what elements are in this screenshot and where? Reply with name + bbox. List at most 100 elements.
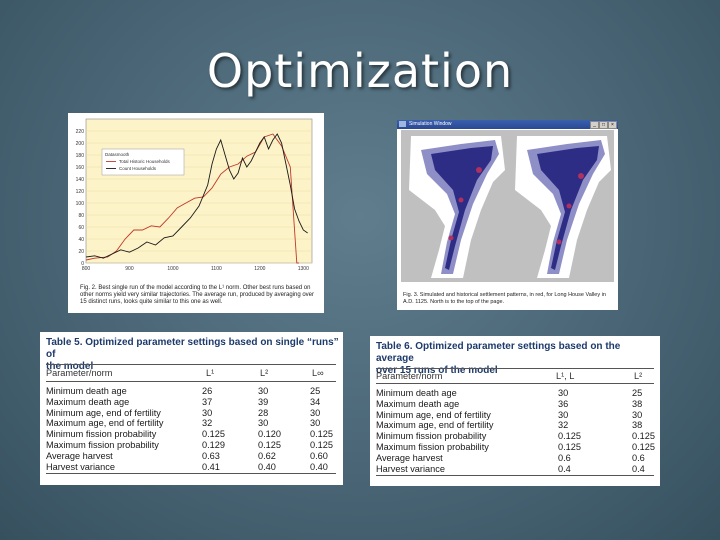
table5-cell: 0.125 [258, 440, 281, 450]
table-row: Average harvest 0.6 0.6 [376, 453, 654, 463]
table5-header-l2: L² [260, 368, 269, 378]
table6-cell: Minimum fission probability [376, 431, 487, 442]
table-row: Minimum fission probability 0.125 0.125 [376, 431, 655, 442]
table5-cell: 0.40 [258, 461, 276, 472]
y-tick-label: 0 [81, 261, 84, 267]
close-icon[interactable]: × [608, 121, 617, 129]
table-row: Minimum death age 30 25 [376, 388, 654, 398]
x-tick-label: 1300 [298, 266, 309, 272]
table-row: Minimum age, end of fertility 30 28 30 [46, 408, 336, 418]
table5-cell: Average harvest [46, 450, 113, 461]
settlement-point [566, 203, 572, 209]
table-row: Maximum death age 36 38 [376, 399, 654, 409]
y-tick-label: 60 [78, 225, 84, 231]
table5-cell: 0.125 [310, 440, 333, 450]
table-row: Minimum age, end of fertility 30 30 [376, 410, 654, 420]
table6-cell: 25 [632, 388, 643, 398]
maps-area [401, 130, 614, 282]
y-tick-label: 220 [76, 129, 85, 135]
table6-header-l1: L¹, L [556, 371, 575, 381]
table-row: Maximum fission probability 0.129 0.125 0.1… [46, 440, 336, 450]
legend-box [101, 148, 185, 176]
maximize-icon[interactable]: □ [599, 121, 608, 129]
table6-cell: 0.125 [558, 442, 581, 452]
settlement-point [578, 173, 584, 179]
table5-cell: Minimum death age [46, 386, 127, 396]
table5-cell: Maximum age, end of fertility [46, 418, 164, 429]
minimize-icon[interactable]: _ [590, 121, 599, 129]
table5-cell: 0.125 [310, 429, 333, 440]
table-row: Maximum fission probability 0.125 0.125 [376, 442, 655, 452]
valley-maps [409, 136, 611, 278]
table5-cell: 28 [258, 407, 269, 418]
table5-cell: 25 [310, 386, 321, 396]
table5-header-param: Parameter/norm [46, 368, 113, 378]
table-row: Minimum fission probability 0.125 0.120 0.1… [46, 429, 336, 439]
table6-cell: Maximum age, end of fertility [376, 420, 494, 431]
table5-cell: 0.129 [202, 440, 225, 450]
table5-cell: 30 [202, 407, 213, 418]
table6-cell: 36 [558, 398, 569, 409]
table6-cell: 38 [632, 420, 643, 431]
table5-cell: 30 [258, 386, 269, 396]
table5-cell: 39 [258, 396, 269, 407]
table6-cell: 0.6 [632, 452, 645, 463]
table6-cell: Minimum age, end of fertility [376, 409, 491, 420]
table5: Table 5. Optimized parameter settings ba… [40, 332, 343, 485]
y-tick-label: 40 [78, 237, 84, 243]
table5-caption-line2: the model [46, 361, 94, 372]
table6-cell: Average harvest [376, 452, 443, 463]
table5-cell: 0.40 [310, 461, 328, 472]
households-line-chart: 0 20 40 60 80 100 120 140 160 180 200 220 800 900 1000… [76, 118, 313, 272]
table5-cell: 0.60 [310, 450, 328, 461]
table6-header-param: Parameter/norm [376, 371, 443, 381]
table5-cell: 30 [310, 407, 321, 418]
table5-cell: Minimum age, end of fertility [46, 407, 161, 418]
table5-cell: Maximum fission probability [46, 440, 159, 450]
table6-bottom-rule [376, 475, 654, 477]
x-tick-label: 1100 [211, 266, 222, 272]
table-row: Maximum age, end of fertility 32 38 [376, 420, 654, 430]
table6-cell: 0.4 [632, 463, 645, 474]
simulation-window-titlebar: Simulation Window _ □ × [397, 120, 618, 129]
table5-cell: 30 [258, 418, 269, 429]
table-row: Harvest variance 0.4 0.4 [376, 464, 654, 474]
table6-cell: 0.125 [632, 442, 655, 452]
series-line [85, 133, 299, 264]
x-tick-label: 800 [82, 266, 91, 272]
table5-cell: Minimum fission probability [46, 429, 157, 440]
table5-bottom-rule [46, 473, 336, 475]
table5-cell: 0.120 [258, 429, 281, 440]
table6-caption: Table 6. Optimized parameter settings ba… [376, 341, 660, 377]
table6-cell: Harvest variance [376, 463, 445, 474]
table-row: Maximum age, end of fertility 32 30 30 [46, 418, 336, 428]
settlement-point [556, 239, 562, 245]
table5-cell: 0.41 [202, 461, 220, 472]
table5-cell: 0.62 [258, 450, 276, 461]
y-tick-label: 100 [76, 201, 85, 207]
table6-cell: 0.125 [632, 431, 655, 442]
simulation-window-title: Simulation Window [409, 121, 452, 127]
figure2-caption: Fig. 3. Simulated and historical settlem… [403, 292, 606, 305]
slide-title: Optimization [206, 44, 514, 98]
valley-map-historical [515, 136, 611, 278]
table6-caption-line2: over 15 runs of the model [376, 365, 498, 376]
settlement-point [476, 167, 482, 173]
table6-cell: Minimum death age [376, 388, 457, 398]
table6-cell: 30 [558, 388, 569, 398]
table6: Table 6. Optimized parameter settings ba… [370, 336, 660, 486]
table5-header-row: Parameter/norm L¹ L² L∞ [46, 368, 336, 378]
table5-caption: Table 5. Optimized parameter settings ba… [46, 337, 343, 373]
table5-cell: 26 [202, 386, 213, 396]
table6-cell: 0.4 [558, 463, 571, 474]
y-tick-label: 140 [76, 177, 85, 183]
table5-header-linf: L∞ [312, 368, 324, 378]
x-tick-label: 1200 [254, 266, 265, 272]
figure-households-chart: 0 20 40 60 80 100 120 140 160 180 200 220 800 900 1000… [68, 113, 324, 313]
y-tick-label: 180 [76, 153, 85, 159]
table5-cell: Maximum death age [46, 396, 130, 407]
table5-cell: Harvest variance [46, 461, 115, 472]
table5-top-rule [46, 364, 336, 365]
settlement-point [448, 235, 454, 241]
table5-cell: 32 [202, 418, 213, 429]
